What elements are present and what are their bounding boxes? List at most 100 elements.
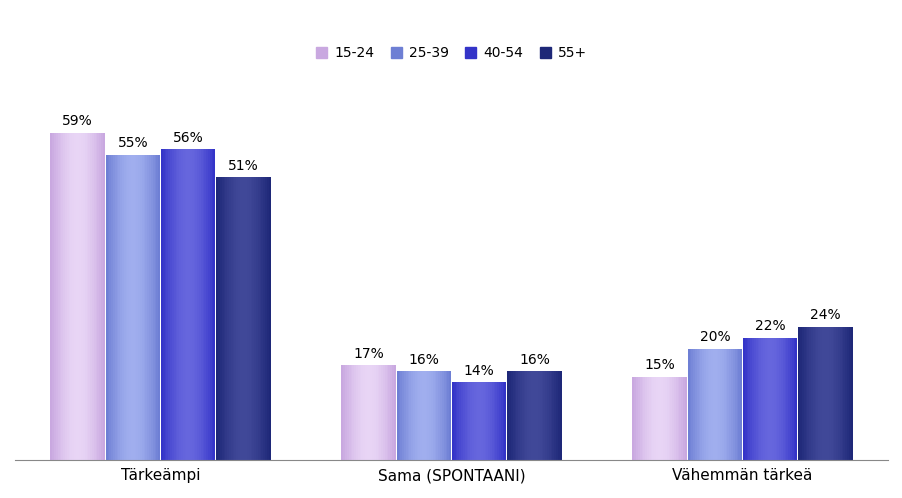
Bar <box>474 382 475 460</box>
Bar <box>69 132 70 460</box>
Text: 16%: 16% <box>408 353 438 367</box>
Bar <box>173 149 175 460</box>
Bar <box>129 155 131 460</box>
Bar <box>649 376 651 460</box>
Bar <box>370 366 372 460</box>
Bar <box>648 376 649 460</box>
Bar <box>673 376 675 460</box>
Bar <box>700 349 702 460</box>
Bar <box>475 382 477 460</box>
Bar <box>457 382 459 460</box>
Bar <box>410 371 412 460</box>
Bar <box>240 177 242 460</box>
Bar <box>355 366 357 460</box>
Bar <box>750 338 751 460</box>
Bar <box>207 149 209 460</box>
Bar <box>390 366 391 460</box>
Bar <box>216 177 218 460</box>
Bar <box>382 366 384 460</box>
Bar <box>780 338 782 460</box>
Bar <box>400 371 401 460</box>
Bar <box>495 382 497 460</box>
Bar <box>161 149 162 460</box>
Bar <box>554 371 556 460</box>
Bar <box>179 149 180 460</box>
Bar <box>769 338 771 460</box>
Bar <box>736 349 738 460</box>
Bar <box>470 382 472 460</box>
Bar <box>439 371 441 460</box>
Bar <box>418 371 419 460</box>
Bar <box>78 132 79 460</box>
Bar <box>448 371 450 460</box>
Bar <box>768 338 769 460</box>
Bar <box>716 349 718 460</box>
Bar <box>795 338 796 460</box>
Bar <box>718 349 720 460</box>
Bar <box>193 149 195 460</box>
Bar <box>529 371 530 460</box>
Bar <box>63 132 65 460</box>
Bar <box>552 371 554 460</box>
Bar <box>409 371 410 460</box>
Bar <box>805 327 806 460</box>
Bar <box>534 371 536 460</box>
Bar <box>755 338 757 460</box>
Bar <box>227 177 229 460</box>
Bar <box>441 371 443 460</box>
Bar <box>793 338 795 460</box>
Bar <box>122 155 124 460</box>
Bar <box>345 366 346 460</box>
Bar <box>493 382 495 460</box>
Bar <box>682 376 684 460</box>
Bar <box>830 327 832 460</box>
Bar <box>96 132 97 460</box>
Bar <box>74 132 76 460</box>
Bar <box>481 382 483 460</box>
Bar <box>501 382 502 460</box>
Bar <box>437 371 439 460</box>
Bar <box>263 177 265 460</box>
Bar <box>70 132 72 460</box>
Bar <box>713 349 714 460</box>
Bar <box>133 155 134 460</box>
Bar <box>488 382 490 460</box>
Bar <box>815 327 817 460</box>
Bar <box>171 149 173 460</box>
Bar <box>198 149 200 460</box>
Bar <box>746 338 748 460</box>
Bar <box>222 177 224 460</box>
Bar <box>504 382 506 460</box>
Bar <box>242 177 244 460</box>
Bar <box>842 327 844 460</box>
Bar <box>52 132 54 460</box>
Bar <box>789 338 791 460</box>
Bar <box>251 177 253 460</box>
Bar <box>361 366 363 460</box>
Bar <box>61 132 63 460</box>
Bar <box>523 371 525 460</box>
Bar <box>184 149 186 460</box>
Bar <box>514 371 516 460</box>
Bar <box>206 149 207 460</box>
Bar <box>637 376 639 460</box>
Bar <box>127 155 129 460</box>
Legend: 15-24, 25-39, 40-54, 55+: 15-24, 25-39, 40-54, 55+ <box>310 41 592 66</box>
Bar <box>357 366 359 460</box>
Bar <box>527 371 529 460</box>
Bar <box>177 149 179 460</box>
Bar <box>530 371 532 460</box>
Bar <box>646 376 648 460</box>
Bar <box>368 366 370 460</box>
Bar <box>407 371 409 460</box>
Bar <box>220 177 222 460</box>
Bar <box>113 155 115 460</box>
Bar <box>384 366 386 460</box>
Bar <box>377 366 379 460</box>
Bar <box>691 349 693 460</box>
Bar <box>125 155 127 460</box>
Text: 22%: 22% <box>754 319 785 333</box>
Bar <box>79 132 81 460</box>
Bar <box>826 327 828 460</box>
Bar <box>56 132 58 460</box>
